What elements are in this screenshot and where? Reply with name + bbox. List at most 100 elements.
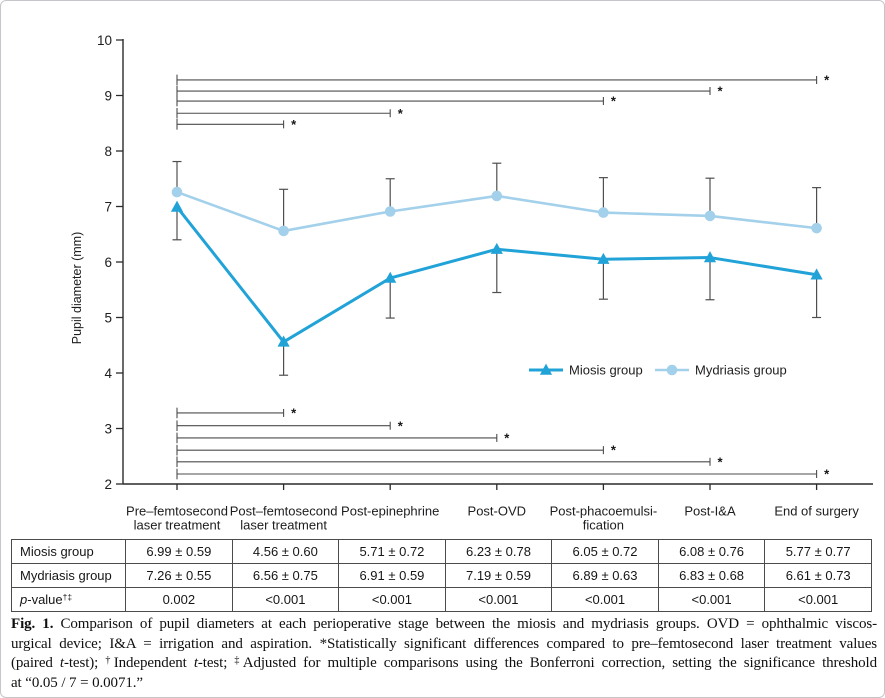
y-tick-label: 8 <box>104 144 112 159</box>
pupil-diameter-chart: 2 3 4 5 6 7 8 9 10 Pre–femtosecond laser treatment… <box>70 33 873 533</box>
series-miosis-group <box>170 200 823 347</box>
significance-asterisk: * <box>291 406 297 421</box>
caption-line: urgical device; I&A = irrigation and asp… <box>11 635 877 655</box>
triangle-marker <box>277 335 290 347</box>
table-cell: 7.26 ± 0.55 <box>125 563 233 588</box>
legend-circle-marker <box>666 364 678 376</box>
table-cell: <0.001 <box>231 587 340 612</box>
error-bars-mydriasis-group <box>172 160 822 231</box>
table-cell: 6.99 ± 0.59 <box>125 539 233 564</box>
table-cell: 6.61 ± 0.73 <box>764 563 872 588</box>
table-cell: <0.001 <box>657 587 766 612</box>
summary-table: Miosis group 6.99 ± 0.59 4.56 ± 0.60 5.71 ±… <box>10 539 872 612</box>
table-cell: <0.001 <box>338 587 446 612</box>
legend-triangle-marker <box>539 363 553 375</box>
table-cell: 6.83 ± 0.68 <box>657 563 766 588</box>
y-tick-label: 4 <box>104 366 112 381</box>
figure-caption: Fig. 1. Comparison of pupil diameters at… <box>11 615 877 693</box>
x-axis-label: Post–femtosecond laser treatment <box>230 504 338 533</box>
x-axis-label: Pre–femtosecond laser treatment <box>126 504 228 533</box>
significance-asterisk: * <box>398 418 404 433</box>
significance-asterisk: * <box>718 84 724 99</box>
table-row: Mydriasis group 7.26 ± 0.55 6.56 ± 0.75 6.9… <box>10 563 872 588</box>
significance-asterisk: * <box>611 443 617 458</box>
caption-segment: -test); <box>63 655 106 672</box>
axes <box>122 39 873 485</box>
legend-item-mydriasis-group: Mydriasis group <box>655 363 787 378</box>
circle-marker <box>598 207 609 218</box>
table-cell: 0.002 <box>125 587 233 612</box>
table-cell: 6.08 ± 0.76 <box>657 539 766 564</box>
table-cell: 6.56 ± 0.75 <box>231 563 340 588</box>
x-axis-label: Post-phacoemulsi-fication <box>550 504 658 533</box>
caption-line: Fig. 1. Comparison of pupil diameters at… <box>11 615 877 635</box>
significance-asterisk: * <box>398 106 404 121</box>
significance-asterisk: * <box>824 467 830 482</box>
table-cell: 4.56 ± 0.60 <box>231 539 340 564</box>
x-axis-label: Post-epinephrine <box>341 504 439 519</box>
significance-brackets-top: * * * * * <box>176 73 830 132</box>
x-axis-label: Post-OVD <box>468 504 527 519</box>
circle-marker <box>704 210 716 222</box>
table-cell: 5.71 ± 0.72 <box>338 539 446 564</box>
chart-legend: Miosis group Mydriasis group <box>529 363 787 378</box>
caption-line: at “0.05 / 7 = 0.0071.” <box>11 674 877 694</box>
table-cell: 5.77 ± 0.77 <box>764 539 872 564</box>
caption-line: (paired t-test); †Independent t-test; ‡A… <box>11 654 877 674</box>
circle-marker <box>491 190 503 202</box>
y-tick-group: 2 3 4 5 6 7 8 9 10 <box>97 33 123 492</box>
significance-asterisk: * <box>611 94 617 109</box>
triangle-marker <box>703 251 717 263</box>
significance-asterisk: * <box>718 454 724 469</box>
caption-segment: (paired <box>11 655 60 672</box>
triangle-marker <box>490 242 503 254</box>
table-row: p-value†‡ 0.002 <0.001 <0.001 <0.001 <0.001 <0… <box>10 587 872 612</box>
table-cell: <0.001 <box>764 587 872 612</box>
x-axis-label: End of surgery <box>774 504 859 519</box>
table-cell: 6.91 ± 0.59 <box>338 563 446 588</box>
triangle-marker <box>810 268 823 280</box>
row-label: p-value†‡ <box>10 587 127 612</box>
legend-label: Miosis group <box>569 363 643 378</box>
circle-marker <box>811 222 822 234</box>
caption-segment: Independent <box>113 655 194 672</box>
table-cell: 7.19 ± 0.59 <box>444 563 553 588</box>
significance-asterisk: * <box>291 117 297 132</box>
triangle-marker <box>384 271 397 283</box>
circle-marker <box>384 206 396 217</box>
legend-label: Mydriasis group <box>695 363 787 378</box>
caption-segment: ‡ <box>234 655 243 667</box>
y-tick-label: 3 <box>104 421 112 436</box>
caption-segment: Adjusted for multiple comparisons using … <box>242 655 877 672</box>
table-row: Miosis group 6.99 ± 0.59 4.56 ± 0.60 5.71 ±… <box>10 539 872 564</box>
legend-item-miosis-group: Miosis group <box>529 363 643 378</box>
y-axis-title: Pupil diameter (mm) <box>70 232 84 345</box>
y-tick-label: 9 <box>104 88 112 103</box>
caption-segment: -test; <box>197 655 235 672</box>
caption-segment: Fig. 1. <box>11 616 54 632</box>
series-mydriasis-group <box>171 186 822 237</box>
caption-segment: at “0.05 / 7 = 0.0071.” <box>11 674 143 691</box>
table-cell: 6.89 ± 0.63 <box>551 563 659 588</box>
caption-segment: Comparison of pupil diameters at each pe… <box>53 616 878 632</box>
triangle-marker <box>597 252 610 264</box>
table-cell: <0.001 <box>551 587 659 612</box>
caption-segment: t <box>59 655 64 672</box>
table-cell: 6.05 ± 0.72 <box>551 539 659 564</box>
row-label: Mydriasis group <box>10 563 127 588</box>
significance-brackets-bottom: * * * * * * <box>176 406 830 482</box>
significance-asterisk: * <box>504 431 510 446</box>
x-tick-group: Pre–femtosecond laser treatmentPost–femto… <box>126 484 859 533</box>
circle-marker <box>171 186 183 198</box>
y-tick-label: 5 <box>104 310 112 325</box>
caption-segment: t <box>193 655 198 672</box>
triangle-marker <box>170 200 184 212</box>
caption-segment: urgical device; I&A = irrigation and asp… <box>11 635 877 652</box>
y-tick-label: 10 <box>97 33 112 48</box>
table-cell: <0.001 <box>444 587 553 612</box>
caption-segment: † <box>105 655 114 667</box>
error-bars-miosis-group <box>172 207 822 376</box>
y-tick-label: 6 <box>104 255 112 270</box>
table-cell: 6.23 ± 0.78 <box>444 539 553 564</box>
